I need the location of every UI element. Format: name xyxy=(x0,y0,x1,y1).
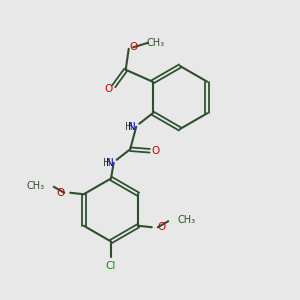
Text: Cl: Cl xyxy=(106,261,116,271)
Text: CH₃: CH₃ xyxy=(27,181,45,191)
Text: CH₃: CH₃ xyxy=(147,38,165,48)
Text: O: O xyxy=(158,222,166,232)
Text: O: O xyxy=(56,188,64,198)
Text: CH₃: CH₃ xyxy=(177,215,195,225)
Text: O: O xyxy=(104,84,112,94)
Text: O: O xyxy=(129,42,137,52)
Text: N: N xyxy=(106,158,114,168)
Text: H: H xyxy=(125,122,133,132)
Text: N: N xyxy=(128,122,136,132)
Text: H: H xyxy=(103,158,111,168)
Text: O: O xyxy=(152,146,160,156)
